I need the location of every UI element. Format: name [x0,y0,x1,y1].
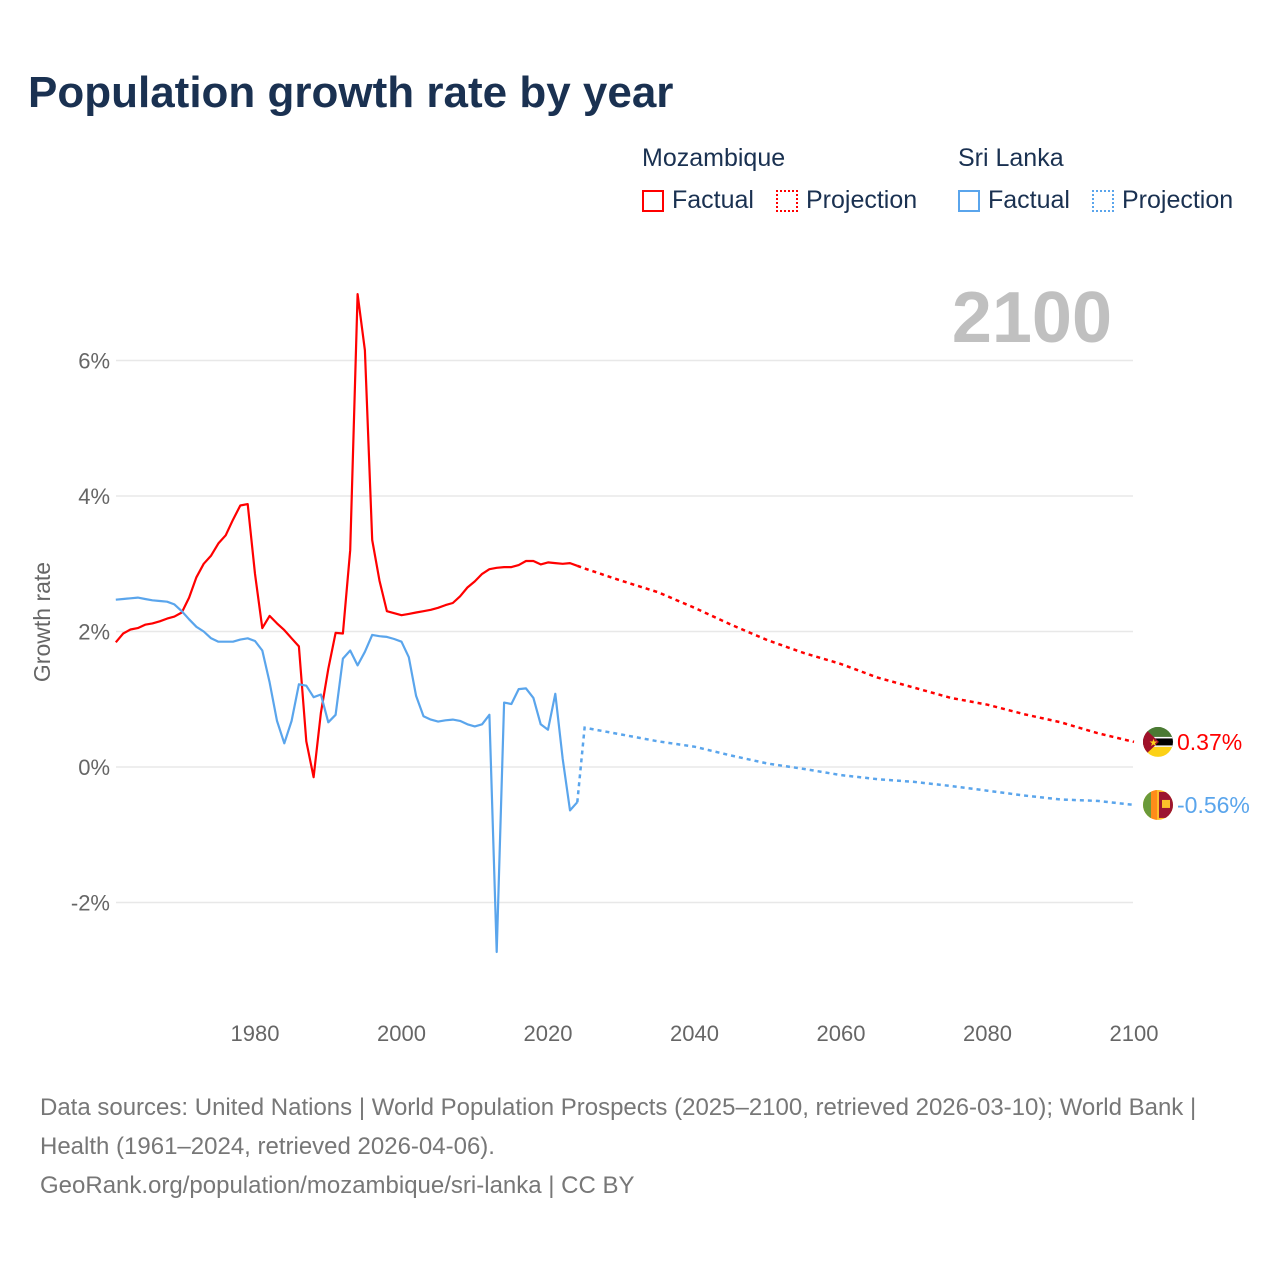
y-axis-label: Growth rate [29,562,55,682]
legend-sri-lanka-factual[interactable]: Factual [958,186,1070,215]
x-tick-label: 2000 [377,1021,426,1046]
x-tick-label: 2060 [817,1021,866,1046]
flag-orange [1151,789,1157,820]
y-tick-label: 6% [78,349,110,374]
year-watermark: 2100 [952,278,1112,358]
flag-body: ★ [1143,726,1173,757]
line-chart: 2100 6% 4% 2% 0% -2% 1980 2000 2020 2040 2060 208… [29,278,1250,1046]
y-tick-label: -2% [71,891,110,916]
y-tick-label: 0% [78,755,110,780]
legend-sri-lanka-projection[interactable]: Projection [1092,186,1233,215]
flag-stripe [1143,746,1173,757]
mozambique-end-label: 0.37% [1177,729,1242,755]
x-tick-label: 1980 [231,1021,280,1046]
flag-triangle [1143,726,1159,757]
flag-stripe [1143,726,1173,737]
flag-stripe [1143,736,1173,739]
chart-title: Population growth rate by year [28,68,674,117]
sri-lanka-projection-line [576,726,1135,807]
mozambique-flag-icon: ★ [1143,726,1173,757]
sri-lanka-flag-icon [1143,789,1173,820]
x-tick-label: 2040 [670,1021,719,1046]
x-tick-label: 2100 [1110,1021,1159,1046]
legend-group-sri-lanka: Sri Lanka [958,144,1064,172]
flag-lion [1162,799,1170,808]
mozambique-projection-line [576,564,1135,744]
flag-body [1143,789,1173,820]
sri-lanka-end-label: -0.56% [1177,792,1250,818]
flag-star: ★ [1149,738,1158,749]
credit-link[interactable]: GeoRank.org/population/mozambique/sri-la… [40,1172,635,1199]
flag-green [1143,789,1151,820]
legend-swatch-dotted [1092,189,1114,212]
legend-label: Projection [1122,186,1234,214]
sri-lanka-factual-line [115,596,579,954]
legend-swatch-dotted [776,189,798,212]
legend-label: Projection [806,186,918,214]
footer: Data sources: United Nations | World Pop… [40,1088,1240,1205]
legend-label: Factual [988,186,1070,214]
legend-group-mozambique: Mozambique [642,144,786,172]
y-tick-label: 2% [78,620,110,645]
legend-label: Factual [672,186,754,214]
legend-mozambique-factual[interactable]: Factual [642,186,754,215]
flag-stripe [1143,745,1173,747]
data-sources: Data sources: United Nations | World Pop… [40,1094,1197,1160]
mozambique-factual-line [114,293,578,779]
y-tick-label: 4% [78,484,110,509]
x-tick-label: 2080 [963,1021,1012,1046]
legend-swatch-solid [642,189,664,212]
legend-mozambique-projection[interactable]: Projection [776,186,917,215]
x-tick-label: 2020 [524,1021,573,1046]
legend-swatch-solid [958,189,980,212]
